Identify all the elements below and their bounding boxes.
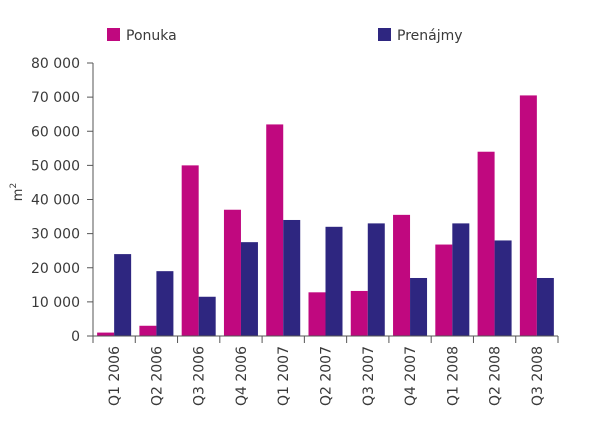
- bar-prenajmy: [156, 271, 174, 336]
- x-category-label: Q1 2007: [276, 346, 292, 406]
- bar-ponuka: [139, 325, 157, 336]
- y-tick-label: 50 000: [31, 158, 80, 174]
- legend-swatch-prenajmy: [378, 28, 391, 41]
- y-axis: 0 10 000 20 000 30 000 40 000 50 000 60 000 70 …: [31, 56, 94, 345]
- bar-ponuka: [97, 332, 115, 336]
- y-tick-label: 0: [71, 329, 80, 345]
- x-category-label: Q4 2007: [403, 346, 419, 406]
- y-tick-label: 60 000: [31, 124, 80, 140]
- y-tick-label: 20 000: [31, 261, 80, 277]
- bar-prenajmy: [114, 254, 132, 336]
- bar-ponuka: [308, 292, 326, 336]
- bar-ponuka: [519, 95, 537, 336]
- x-category-label: Q2 2008: [488, 346, 504, 406]
- x-category-label: Q2 2006: [149, 346, 165, 406]
- x-category-label: Q3 2007: [361, 346, 377, 406]
- x-category-label: Q1 2006: [107, 346, 123, 406]
- legend-label-prenajmy: Prenájmy: [397, 28, 463, 44]
- bar-ponuka: [435, 244, 453, 336]
- bar-ponuka: [223, 209, 241, 336]
- bar-prenajmy: [410, 277, 428, 336]
- x-category-label: Q1 2008: [445, 346, 461, 406]
- bar-prenajmy: [536, 277, 554, 336]
- legend-label-ponuka: Ponuka: [126, 28, 177, 44]
- bar-ponuka: [181, 165, 199, 336]
- y-tick-label: 40 000: [31, 193, 80, 209]
- y-tick-label: 70 000: [31, 90, 80, 106]
- x-category-label: Q2 2007: [319, 346, 335, 406]
- y-axis-label: m2: [9, 183, 26, 201]
- y-tick-label: 10 000: [31, 295, 80, 311]
- x-axis: Q1 2006 Q2 2006 Q3 2006 Q4 2006 Q1 2007 Q2 20…: [92, 335, 559, 406]
- bar-ponuka: [393, 214, 411, 336]
- y-tick-label: 80 000: [31, 56, 80, 72]
- bar-prenajmy: [494, 240, 512, 336]
- legend-swatch-ponuka: [107, 28, 120, 41]
- bar-prenajmy: [283, 219, 301, 336]
- x-category-label: Q4 2006: [234, 346, 250, 406]
- bar-prenajmy: [452, 223, 470, 336]
- bar-ponuka: [477, 151, 495, 336]
- bar-ponuka: [266, 124, 284, 336]
- bar-ponuka: [350, 290, 368, 336]
- bars: [97, 95, 554, 336]
- x-category-label: Q3 2006: [192, 346, 208, 406]
- bar-prenajmy: [240, 242, 258, 336]
- x-category-label: Q3 2008: [530, 346, 546, 406]
- legend: Ponuka Prenájmy: [107, 28, 463, 44]
- y-tick-label: 30 000: [31, 227, 80, 243]
- bar-prenajmy: [367, 223, 385, 336]
- bar-prenajmy: [325, 226, 343, 336]
- bar-prenajmy: [198, 296, 216, 336]
